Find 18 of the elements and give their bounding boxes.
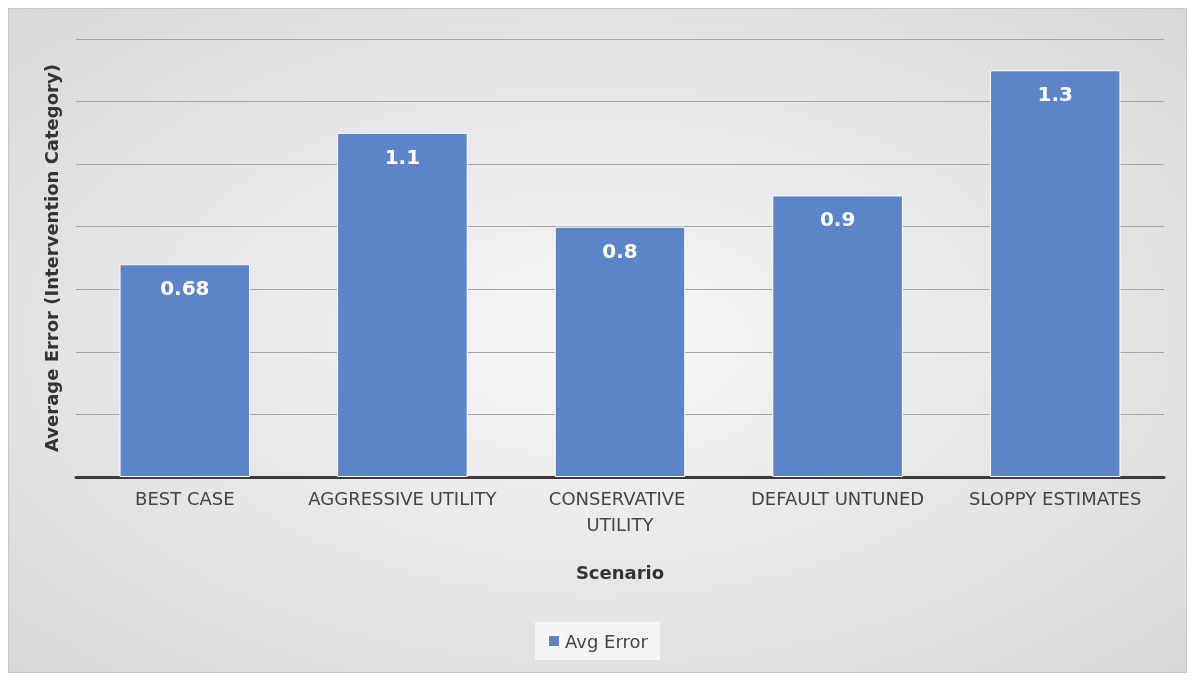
data-label: 1.3 — [1037, 82, 1073, 107]
y-axis-title: Average Error (Intervention Category) — [40, 64, 62, 452]
bar — [337, 132, 468, 477]
x-tick-label: SLOPPY ESTIMATES — [969, 487, 1142, 509]
legend-label: Avg Error — [565, 630, 649, 652]
x-tick-label: BEST CASE — [135, 487, 235, 509]
x-axis-title: Scenario — [575, 561, 665, 583]
bar — [554, 226, 686, 477]
bar — [989, 70, 1121, 477]
data-label: 0.9 — [819, 207, 856, 232]
bar — [119, 264, 251, 477]
x-tick-label: DEFAULT UNTUNED — [751, 487, 925, 509]
x-tick-label: AGGRESSIVE UTILITY — [308, 487, 498, 509]
x-tick-label: CONSERVATIVE UTILITY — [548, 487, 692, 535]
bar — [772, 195, 903, 477]
data-label: 0.8 — [602, 238, 638, 263]
data-label: 0.68 — [160, 276, 210, 301]
data-label: 1.1 — [384, 144, 421, 169]
